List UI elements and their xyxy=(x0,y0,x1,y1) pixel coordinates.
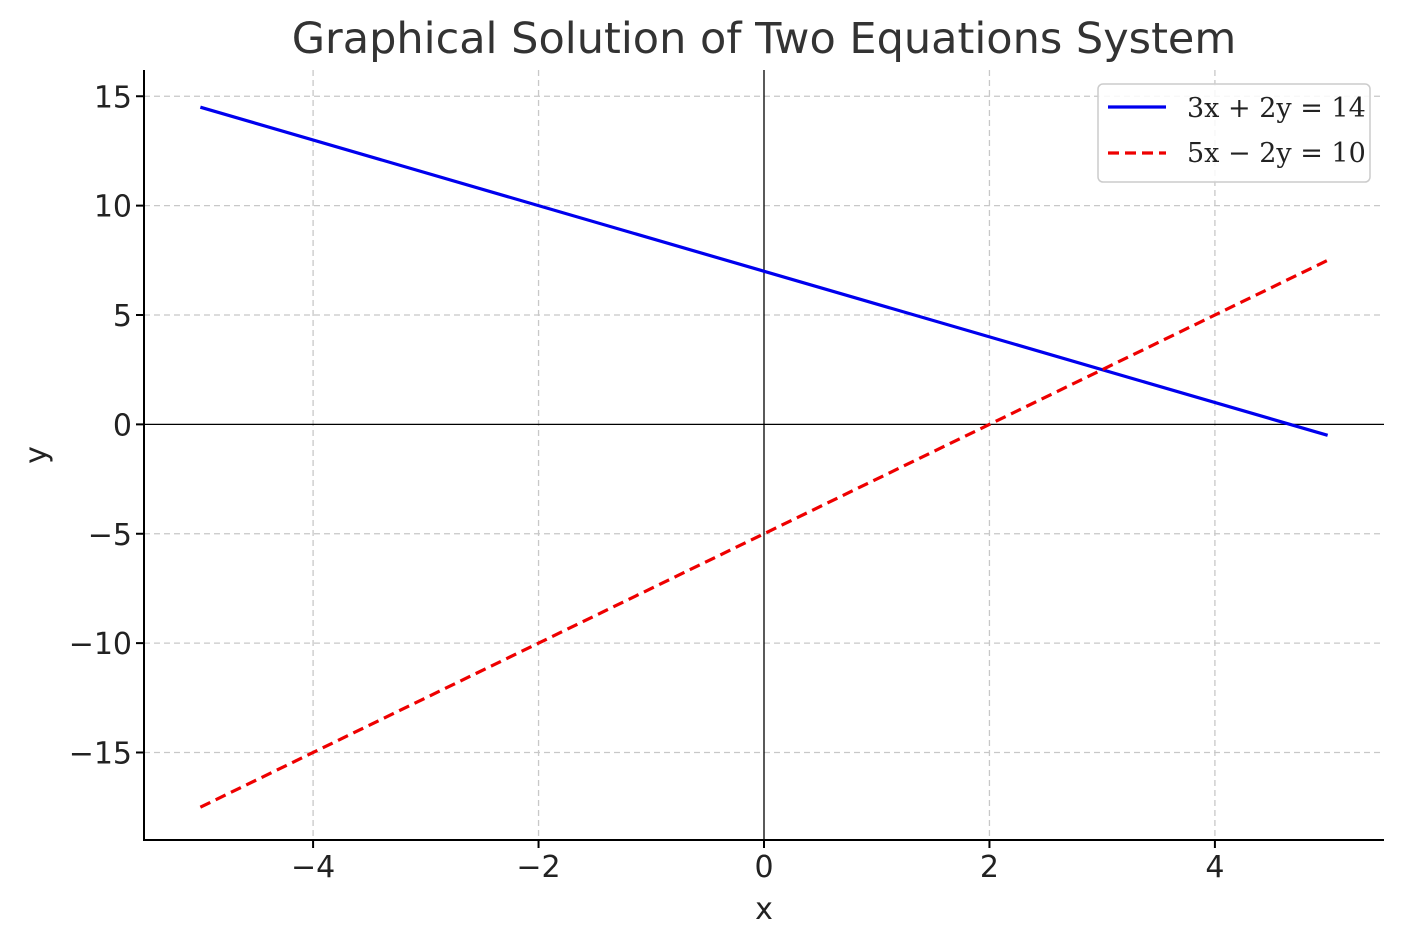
x-tick-label-4: 4 xyxy=(1205,850,1224,885)
y-axis-label: y xyxy=(19,446,54,464)
x-tick-label-0: −4 xyxy=(291,850,335,885)
y-tick-label-1: −10 xyxy=(69,627,132,662)
y-tick-label-4: 5 xyxy=(113,299,132,334)
tick-labels: −4 −2 0 2 4 −15 −10 −5 0 5 10 15 xyxy=(69,80,1225,885)
x-tick-label-1: −2 xyxy=(516,850,560,885)
x-axis-label: x xyxy=(755,892,773,927)
x-tick-label-3: 2 xyxy=(980,850,999,885)
series-line-1 xyxy=(199,105,1329,437)
y-tick-label-5: 10 xyxy=(94,190,132,225)
zero-lines xyxy=(144,70,1384,840)
x-tick-label-2: 0 xyxy=(754,850,773,885)
series-line-2 xyxy=(199,258,1329,809)
legend-label-series-1: 3x + 2y = 14 xyxy=(1187,93,1366,124)
legend: 3x + 2y = 14 5x − 2y = 10 xyxy=(1097,83,1371,183)
series-lines xyxy=(199,105,1329,809)
y-tick-label-0: −15 xyxy=(69,737,132,772)
chart-title: Graphical Solution of Two Equations Syst… xyxy=(292,14,1237,64)
y-tick-label-3: 0 xyxy=(113,408,132,443)
y-tick-label-6: 15 xyxy=(94,80,132,115)
legend-label-series-2: 5x − 2y = 10 xyxy=(1187,138,1366,169)
y-tick-label-2: −5 xyxy=(88,518,132,553)
